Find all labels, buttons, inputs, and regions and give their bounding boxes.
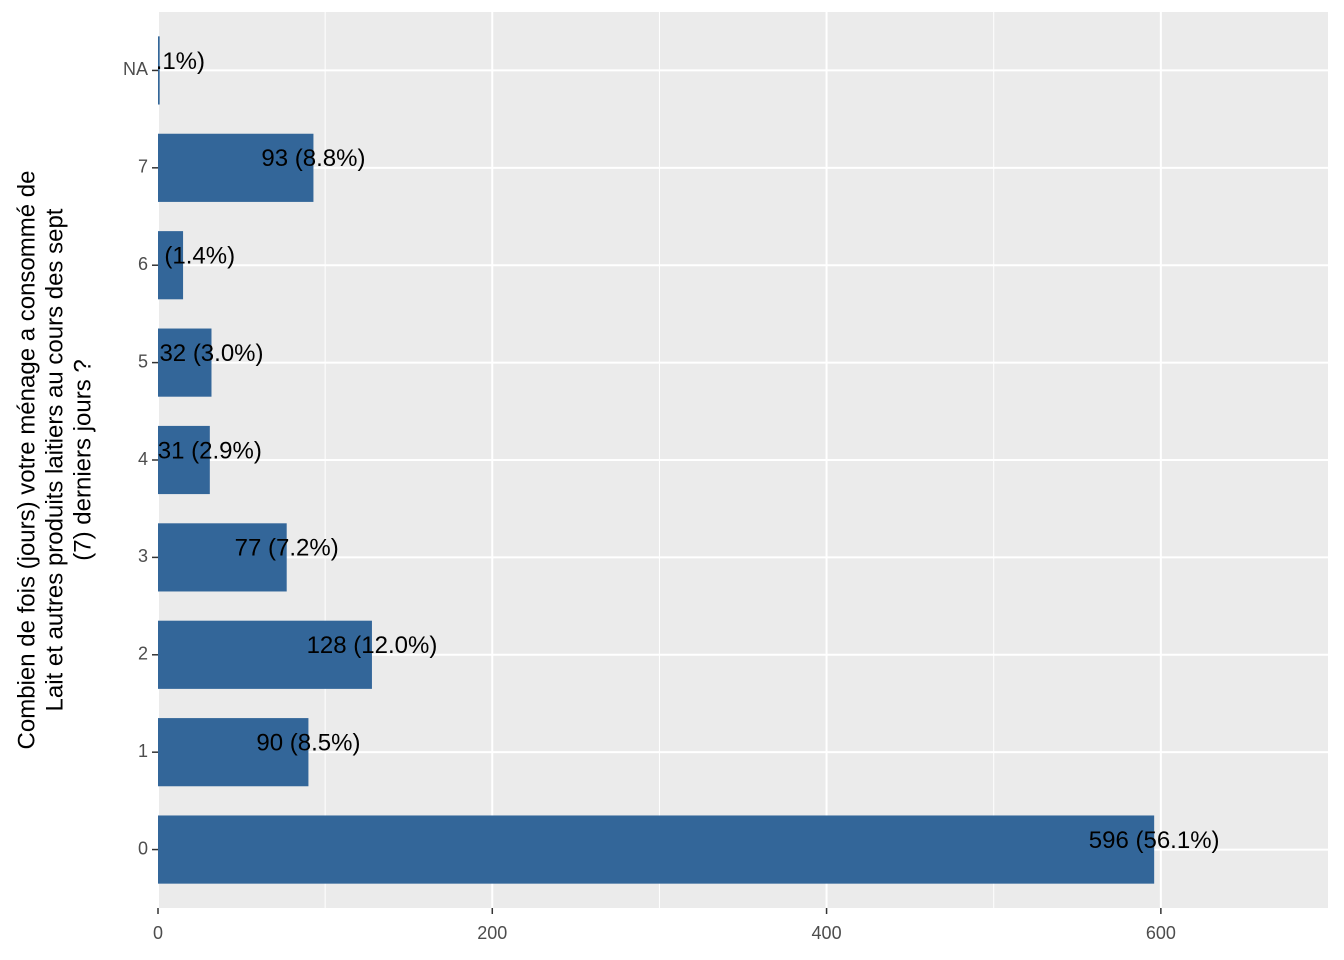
bar xyxy=(158,815,1155,884)
bar xyxy=(158,231,184,300)
value-label: 31 (2.9%) xyxy=(158,437,262,464)
x-tick-label: 0 xyxy=(153,923,163,943)
y-tick-label: 4 xyxy=(138,449,148,469)
y-tick-label: 3 xyxy=(138,546,148,566)
bar xyxy=(158,523,287,592)
value-label: 93 (8.8%) xyxy=(261,145,365,172)
value-label: 1 (0.1%) xyxy=(114,48,205,75)
value-label: 90 (8.5%) xyxy=(256,730,360,757)
bar xyxy=(158,425,210,495)
y-axis-title: Combien de fois (jours) votre ménage a c… xyxy=(13,171,40,750)
bar xyxy=(158,36,160,105)
y-tick-label: NA xyxy=(123,59,148,79)
value-label: 77 (7.2%) xyxy=(235,535,339,562)
value-label: 15 (1.4%) xyxy=(131,243,235,270)
y-tick-label: 5 xyxy=(138,351,148,371)
bar xyxy=(158,133,314,202)
plot-area: 596 (56.1%) 90 (8.5%) 128 (12.0%) 77 (7.2%)… xyxy=(114,36,1220,884)
y-tick-label: 2 xyxy=(138,644,148,664)
y-tick-label: 1 xyxy=(138,741,148,761)
bar xyxy=(158,620,372,689)
y-axis-title: Lait et autres produits laitiers au cour… xyxy=(41,208,68,711)
x-tick-label: 400 xyxy=(812,923,842,943)
y-axis-title: (7) derniers jours ? xyxy=(69,359,96,560)
y-tick-label: 7 xyxy=(138,157,148,177)
axes: 0 200 400 600 0 1 2 3 4 5 6 7 NA Combien de fois (jou… xyxy=(13,59,1176,943)
x-tick-label: 200 xyxy=(477,923,507,943)
bar xyxy=(158,328,212,397)
bar xyxy=(158,718,309,787)
x-tick-label: 600 xyxy=(1146,923,1176,943)
value-label: 32 (3.0%) xyxy=(159,340,263,367)
grid xyxy=(157,12,1328,908)
y-tick-label: 0 xyxy=(138,838,148,858)
value-label: 596 (56.1%) xyxy=(1089,827,1220,854)
y-tick-label: 6 xyxy=(138,254,148,274)
value-label: 128 (12.0%) xyxy=(307,632,438,659)
